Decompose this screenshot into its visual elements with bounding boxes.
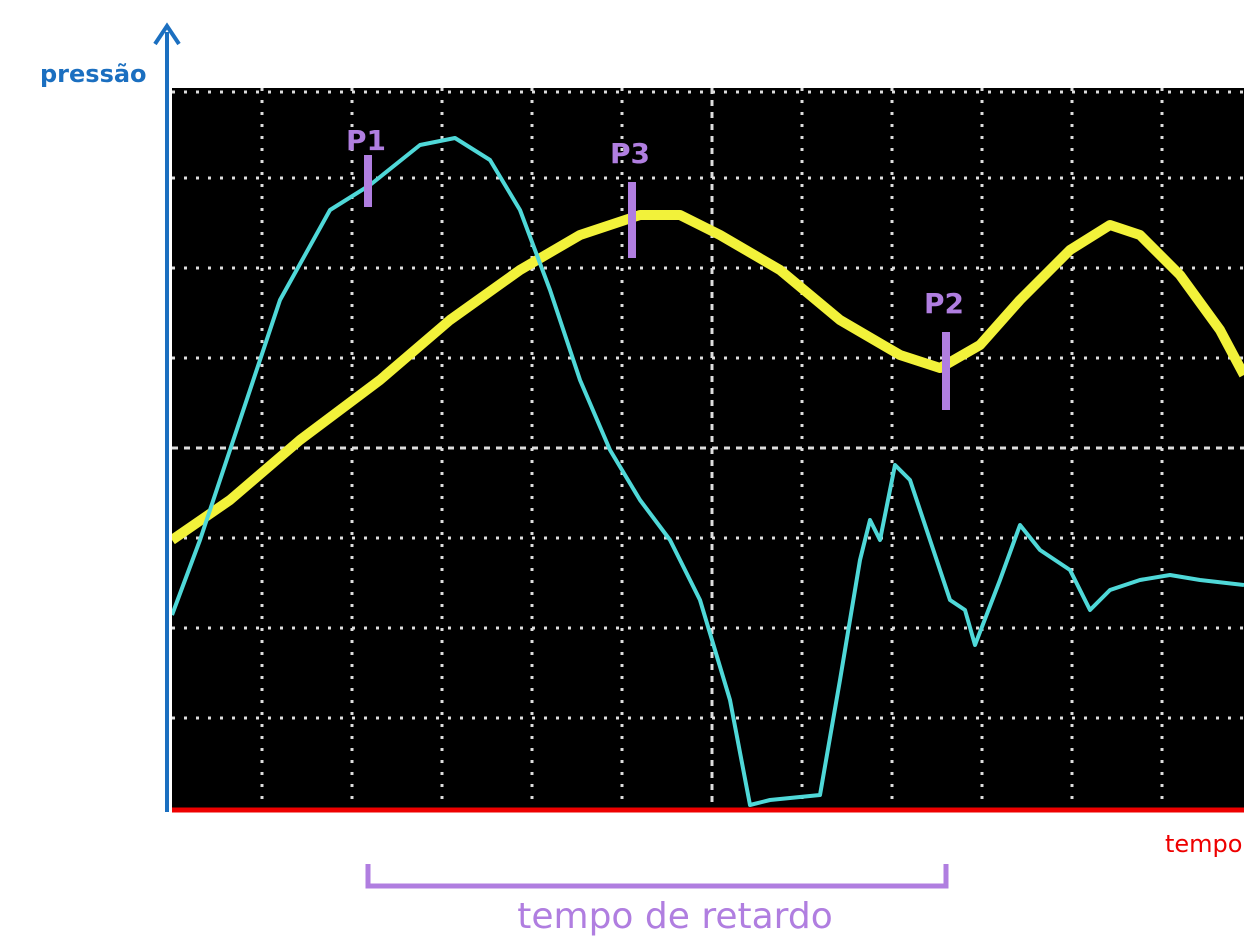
marker-label: P2 — [924, 287, 964, 320]
marker-bar — [364, 155, 372, 207]
marker-bar — [942, 332, 950, 410]
marker-label: P3 — [610, 137, 650, 170]
interval-bracket — [368, 864, 946, 886]
page: {"labels": {"y_axis": "pressão", "x_axis… — [0, 0, 1244, 939]
marker-bar — [628, 182, 636, 258]
marker-label: P1 — [346, 124, 386, 157]
interval-label: tempo de retardo — [517, 896, 832, 937]
y-axis-label: pressão — [40, 60, 147, 88]
x-axis-label: tempo — [1165, 830, 1242, 858]
oscilloscope-figure: pressão tempo P1 P3 P2 tempo de retardo — [0, 0, 1244, 939]
